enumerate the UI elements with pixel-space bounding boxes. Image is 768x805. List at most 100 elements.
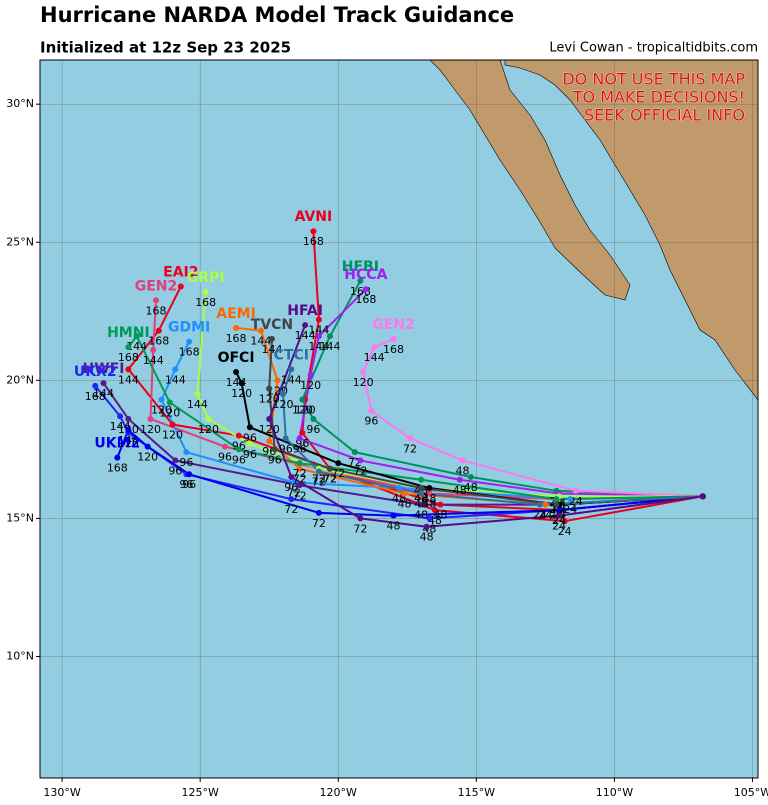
- hour-label: 48: [453, 484, 467, 497]
- hour-label: 144: [143, 354, 164, 367]
- track-point: [235, 432, 242, 439]
- hour-label: 48: [414, 492, 428, 505]
- hour-label: 48: [464, 481, 478, 494]
- track-point: [266, 416, 273, 422]
- track-point: [235, 446, 242, 453]
- track-line: [116, 428, 703, 517]
- hour-label: 144: [281, 373, 302, 386]
- track-point: [368, 407, 375, 414]
- track-point: [222, 443, 229, 450]
- track-point: [407, 435, 414, 442]
- hour-label: 120: [292, 404, 313, 417]
- track-point: [177, 283, 184, 290]
- model-label: UKX2: [74, 364, 117, 380]
- hour-label: 144: [308, 324, 329, 337]
- track-point: [238, 380, 245, 387]
- x-tick-label: 105°W: [734, 786, 768, 799]
- model-label: GRPI: [187, 270, 225, 286]
- model-label: GEN2: [372, 317, 415, 333]
- hour-label: 120: [151, 404, 172, 417]
- warning: DO NOT USE THIS MAP: [562, 70, 745, 89]
- track-point: [92, 382, 99, 389]
- model-label: HCCA: [344, 267, 387, 283]
- credit: Levi Cowan - tropicaltidbits.com: [549, 41, 758, 56]
- track-point: [147, 416, 154, 422]
- hour-label: 48: [414, 509, 428, 522]
- model-label: GDMI: [168, 320, 210, 336]
- model-label: AVNI: [295, 209, 333, 225]
- hour-label: 144: [308, 340, 329, 353]
- land: [429, 60, 758, 401]
- track-point: [299, 429, 306, 436]
- hour-label: 48: [414, 492, 428, 505]
- track-point: [296, 460, 303, 467]
- hour-label: 168: [179, 346, 200, 359]
- hour-label: 120: [159, 406, 180, 419]
- hour-label: 168: [226, 332, 247, 345]
- track-point: [315, 316, 322, 323]
- hour-label: 48: [420, 531, 434, 544]
- hour-label: 168: [303, 235, 324, 248]
- track-point: [467, 473, 474, 480]
- hour-label: 168: [85, 390, 106, 403]
- track-point: [233, 369, 240, 376]
- track-point: [125, 416, 132, 422]
- track-point: [542, 501, 549, 508]
- hour-label: 168: [145, 304, 166, 317]
- hour-label: 96: [284, 481, 298, 494]
- track-point: [183, 449, 190, 456]
- track-point: [152, 297, 159, 304]
- hour-label: 72: [312, 475, 326, 488]
- hour-label: 72: [323, 473, 337, 486]
- model-label: GEN2: [135, 278, 178, 294]
- track-point: [390, 335, 397, 342]
- hour-label: 96: [306, 423, 320, 436]
- track-point: [233, 324, 240, 331]
- hour-label: 96: [182, 478, 196, 491]
- model-label: CTCI: [274, 347, 309, 363]
- hour-label: 144: [226, 376, 247, 389]
- track-point: [169, 421, 176, 428]
- hour-label: 72: [312, 517, 326, 530]
- hour-label: 144: [364, 351, 385, 364]
- frame: [39, 59, 759, 779]
- track-point: [357, 515, 364, 522]
- hour-label: 96: [232, 453, 246, 466]
- hour-label: 120: [259, 393, 280, 406]
- hour-label: 120: [300, 379, 321, 392]
- hour-label: 24: [563, 503, 577, 516]
- hour-label: 120: [353, 376, 374, 389]
- hour-label: 168: [107, 462, 128, 475]
- grid: 130°W 125°W 120°W 115°W 110°W 105°W 10°N 15°N 20…: [6, 60, 768, 799]
- y-tick-label: 15°N: [6, 511, 34, 524]
- hour-label: 96: [243, 431, 257, 444]
- track-point: [202, 288, 209, 295]
- hour-label: 168: [195, 296, 216, 309]
- hour-label: 24: [552, 520, 566, 533]
- track-point: [288, 366, 295, 373]
- hour-label: 120: [295, 404, 316, 417]
- model-label: OFCI: [218, 350, 255, 366]
- hour-label: 168: [118, 351, 139, 364]
- track-point: [299, 396, 306, 403]
- hour-label: 144: [118, 373, 139, 386]
- hour-label: 24: [552, 514, 566, 527]
- track-point: [271, 446, 278, 453]
- hour-label: 72: [353, 464, 367, 477]
- track-point: [266, 385, 273, 392]
- hour-label: 144: [110, 420, 131, 433]
- hour-label: 120: [118, 437, 139, 450]
- hour-label: 72: [331, 467, 345, 480]
- track-point: [418, 485, 425, 492]
- track-point: [114, 454, 121, 461]
- hour-label: 72: [312, 473, 326, 486]
- track-point: [158, 396, 165, 403]
- track-point: [459, 457, 466, 464]
- hour-label: 72: [293, 467, 307, 480]
- hour-label: 48: [414, 498, 428, 511]
- track-point: [125, 427, 132, 434]
- track-point: [125, 344, 132, 351]
- track-point: [561, 518, 568, 525]
- track-point: [117, 413, 124, 420]
- track-point: [296, 465, 303, 472]
